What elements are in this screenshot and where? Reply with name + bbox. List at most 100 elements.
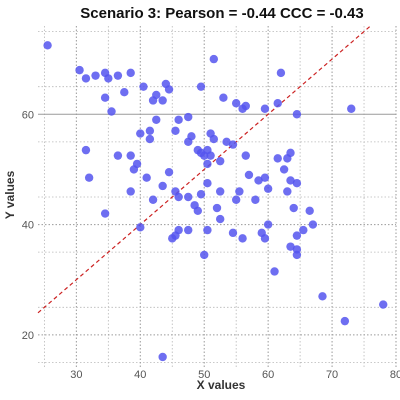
data-point — [126, 151, 134, 159]
data-point — [229, 229, 237, 237]
data-point — [210, 135, 218, 143]
data-point — [162, 80, 170, 88]
data-point — [277, 69, 285, 77]
data-point — [213, 204, 221, 212]
data-point — [261, 173, 269, 181]
data-point — [286, 149, 294, 157]
chart-title: Scenario 3: Pearson = -0.44 CCC = -0.43 — [80, 5, 363, 22]
data-point — [120, 88, 128, 96]
data-point — [197, 82, 205, 90]
data-point — [149, 196, 157, 204]
data-point — [203, 160, 211, 168]
data-point — [283, 187, 291, 195]
data-point — [126, 187, 134, 195]
data-point — [85, 173, 93, 181]
data-point — [270, 267, 278, 275]
data-point — [200, 251, 208, 259]
data-point — [251, 196, 259, 204]
data-point — [101, 94, 109, 102]
data-point — [82, 146, 90, 154]
data-point — [379, 300, 387, 308]
data-point — [187, 132, 195, 140]
x-tick-label: 70 — [326, 369, 338, 381]
data-point — [158, 96, 166, 104]
data-point — [194, 207, 202, 215]
data-point — [174, 193, 182, 201]
data-point — [43, 41, 51, 49]
data-point — [114, 71, 122, 79]
data-point — [293, 251, 301, 259]
data-point — [261, 105, 269, 113]
data-point — [216, 215, 224, 223]
data-point — [197, 190, 205, 198]
data-point — [174, 116, 182, 124]
data-point — [174, 226, 182, 234]
data-point — [82, 74, 90, 82]
data-point — [165, 168, 173, 176]
data-point — [290, 204, 298, 212]
data-point — [158, 353, 166, 361]
data-point — [152, 116, 160, 124]
data-point — [274, 99, 282, 107]
data-point — [274, 154, 282, 162]
data-point — [280, 165, 288, 173]
data-point — [264, 220, 272, 228]
data-point — [75, 66, 83, 74]
y-tick-label: 40 — [22, 220, 34, 232]
data-point — [171, 127, 179, 135]
data-point — [264, 185, 272, 193]
data-point — [130, 165, 138, 173]
data-point — [341, 317, 349, 325]
data-point — [149, 96, 157, 104]
data-point — [210, 55, 218, 63]
data-point — [206, 151, 214, 159]
data-point — [142, 173, 150, 181]
data-point — [261, 234, 269, 242]
data-point — [347, 105, 355, 113]
y-tick-label: 60 — [22, 109, 34, 121]
data-point — [293, 231, 301, 239]
x-tick-label: 30 — [70, 369, 82, 381]
data-point — [219, 94, 227, 102]
x-tick-label: 40 — [134, 369, 146, 381]
data-point — [126, 69, 134, 77]
data-point — [216, 187, 224, 195]
data-point — [101, 209, 109, 217]
data-point — [299, 226, 307, 234]
data-point — [318, 292, 326, 300]
data-point — [104, 74, 112, 82]
data-point — [203, 226, 211, 234]
data-point — [184, 226, 192, 234]
data-point — [293, 110, 301, 118]
data-point — [158, 182, 166, 190]
x-axis-label: X values — [197, 378, 246, 392]
data-point — [232, 99, 240, 107]
data-point — [203, 179, 211, 187]
data-point — [114, 151, 122, 159]
data-point — [146, 127, 154, 135]
data-point — [293, 179, 301, 187]
data-point — [107, 107, 115, 115]
data-point — [136, 223, 144, 231]
data-point — [184, 113, 192, 121]
data-point — [305, 207, 313, 215]
data-point — [216, 157, 224, 165]
data-point — [232, 196, 240, 204]
data-point — [242, 102, 250, 110]
data-point — [245, 171, 253, 179]
y-tick-label: 20 — [22, 330, 34, 342]
data-point — [229, 140, 237, 148]
data-point — [146, 135, 154, 143]
data-point — [91, 71, 99, 79]
data-point — [139, 82, 147, 90]
y-axis-label: Y values — [3, 170, 17, 219]
x-tick-label: 80 — [390, 369, 400, 381]
data-point — [235, 187, 243, 195]
data-point — [238, 234, 246, 242]
data-point — [136, 129, 144, 137]
x-tick-label: 60 — [262, 369, 274, 381]
data-point — [242, 151, 250, 159]
data-point — [184, 193, 192, 201]
